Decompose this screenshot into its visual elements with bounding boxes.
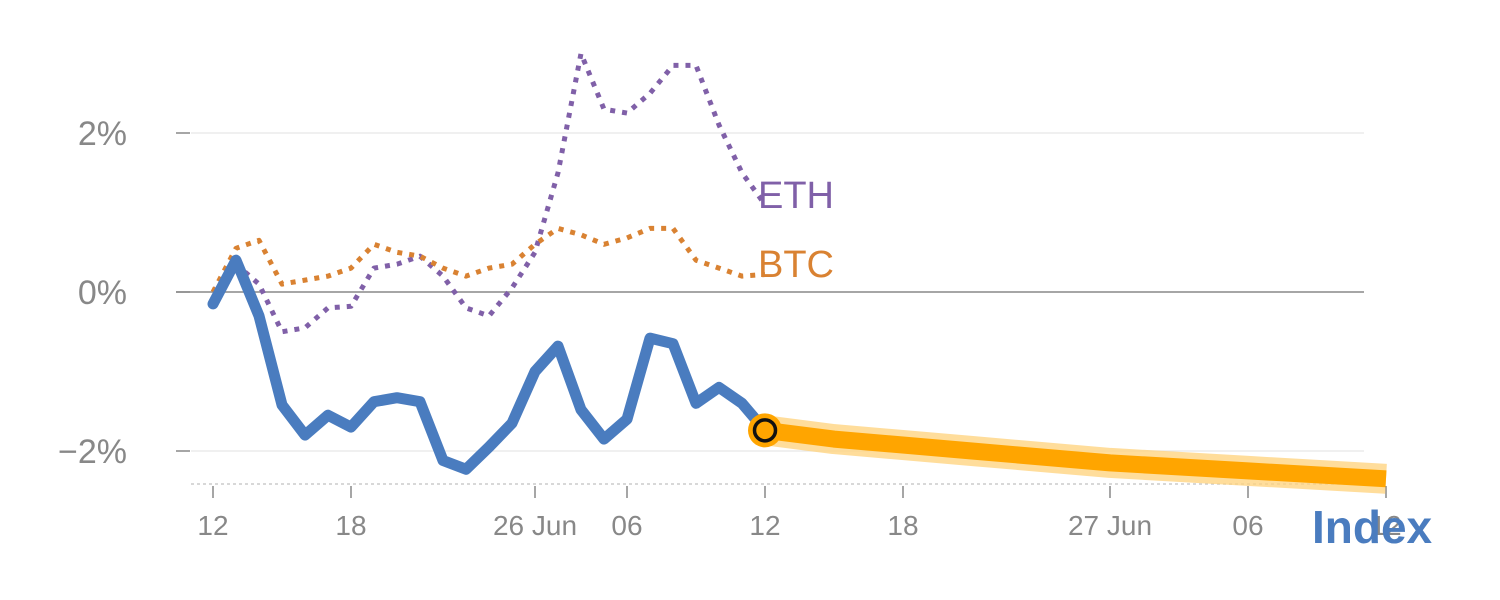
x-tick-label: 12 — [197, 510, 228, 541]
series-lines — [207, 51, 1387, 494]
x-axis: 12 18 26 Jun 06 12 18 27 Jun 06 12 — [191, 483, 1402, 541]
series-label-index: Index — [1312, 501, 1433, 553]
x-tick-label: 12 — [1370, 510, 1401, 541]
series-line-eth — [211, 51, 768, 335]
x-tick-label: 27 Jun — [1068, 510, 1152, 541]
current-marker — [752, 418, 778, 443]
x-tick-label: 18 — [335, 510, 366, 541]
x-tick-label: 06 — [611, 510, 642, 541]
series-label-eth: ETH — [758, 175, 834, 217]
x-tick-label: 18 — [887, 510, 918, 541]
series-line-index — [207, 254, 771, 475]
y-tick-label: 0% — [78, 274, 127, 312]
y-tick-label: −2% — [58, 433, 127, 471]
y-tick-label: 2% — [78, 115, 127, 153]
grid — [176, 132, 1364, 452]
forecast-line — [763, 421, 1387, 488]
series-line-btc — [210, 225, 766, 294]
series-labels: ETH BTC Index — [758, 175, 1433, 553]
x-tick-label: 26 Jun — [493, 510, 577, 541]
x-tick-label: 12 — [749, 510, 780, 541]
y-axis: 2% 0% −2% — [58, 115, 190, 471]
x-tick-label: 06 — [1232, 510, 1263, 541]
series-label-btc: BTC — [758, 244, 834, 286]
